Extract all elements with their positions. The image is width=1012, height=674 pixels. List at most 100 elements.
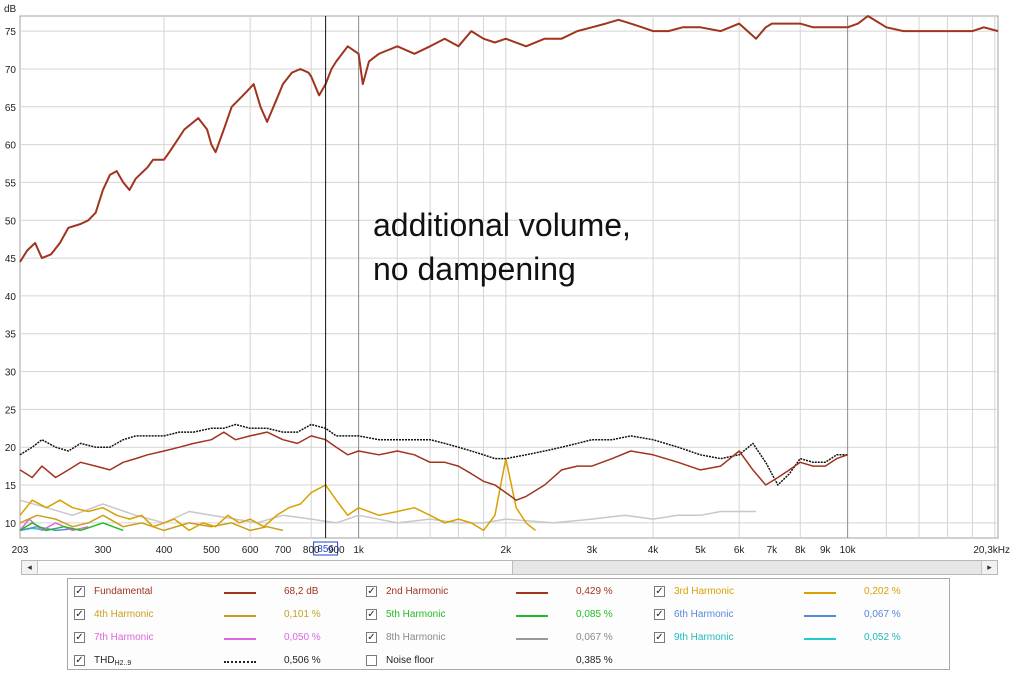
legend-value: 68,2 dB (284, 586, 319, 597)
x-tick-label: 2k (501, 545, 513, 556)
x-tick-label: 300 (95, 545, 112, 556)
legend-item-2nd-harmonic[interactable]: ✓ 2nd Harmonic 0,429 % (366, 583, 646, 603)
x-tick-label: 9k (820, 545, 832, 556)
y-axis-label: dB (4, 4, 17, 15)
legend-value: 0,067 % (864, 609, 901, 620)
y-tick-label: 60 (5, 141, 17, 152)
legend-value: 0,067 % (576, 632, 613, 643)
x-tick-label: 800 (303, 545, 320, 556)
legend-checkbox[interactable]: ✓ (654, 586, 665, 597)
x-tick-label: 8k (795, 545, 807, 556)
x-tick-label: 4k (648, 545, 660, 556)
legend-checkbox[interactable] (366, 655, 377, 666)
x-tick-label: 3k (587, 545, 599, 556)
legend-label: Noise floor (386, 655, 434, 666)
legend-checkbox[interactable]: ✓ (74, 632, 85, 643)
scroll-right-button[interactable]: ▸ (981, 561, 997, 574)
legend-value: 0,052 % (864, 632, 901, 643)
legend-checkbox[interactable]: ✓ (366, 586, 377, 597)
x-tick-label: 203 (12, 545, 29, 556)
legend-label: 7th Harmonic (94, 632, 154, 643)
annotation-line-2: no dampening (373, 251, 576, 287)
legend-label: 3rd Harmonic (674, 586, 735, 597)
legend-line-swatch (224, 592, 256, 594)
y-tick-label: 15 (5, 481, 17, 492)
legend-label: Fundamental (94, 586, 153, 597)
legend-line-swatch (516, 592, 548, 594)
legend-value: 0,429 % (576, 586, 613, 597)
x-tick-label: 20,3kHz (973, 545, 1010, 556)
legend-label: 8th Harmonic (386, 632, 446, 643)
x-tick-label: 700 (275, 545, 292, 556)
legend-checkbox[interactable]: ✓ (74, 609, 85, 620)
y-tick-label: 75 (5, 27, 17, 38)
legend-line-swatch (516, 638, 548, 640)
y-tick-label: 10 (5, 519, 17, 530)
y-tick-label: 30 (5, 368, 17, 379)
legend-item-fundamental[interactable]: ✓ Fundamental 68,2 dB (74, 583, 354, 603)
legend-line-swatch (804, 615, 836, 617)
legend-checkbox[interactable]: ✓ (654, 609, 665, 620)
legend-label: 2nd Harmonic (386, 586, 449, 597)
series-line-3rd-harmonic (19, 457, 536, 532)
legend-item-8th-harmonic[interactable]: ✓ 8th Harmonic 0,067 % (366, 629, 646, 649)
x-tick-label: 10k (840, 545, 857, 556)
legend-value: 0,202 % (864, 586, 901, 597)
frequency-response-chart[interactable]: 856 10 15 20 25 30 35 40 45 50 55 60 65 70 75 203 300 40… (0, 0, 1012, 558)
legend-value: 0,385 % (576, 655, 613, 666)
legend-label: 6th Harmonic (674, 609, 734, 620)
legend-checkbox[interactable]: ✓ (74, 586, 85, 597)
y-tick-label: 45 (5, 254, 17, 265)
cursor-readout: 856 (317, 544, 334, 555)
legend-item-5th-harmonic[interactable]: ✓ 5th Harmonic 0,085 % (366, 606, 646, 626)
x-tick-label: 500 (203, 545, 220, 556)
cursor-readout-box (313, 541, 339, 556)
x-tick-label: 1k (353, 545, 365, 556)
legend-value: 0,085 % (576, 609, 613, 620)
x-tick-label: 5k (695, 545, 707, 556)
annotation-line-1: additional volume, (373, 207, 631, 243)
plot-frame (19, 15, 999, 539)
x-tick-label: 600 (242, 545, 259, 556)
legend-line-swatch (516, 615, 548, 617)
legend-line-swatch (804, 592, 836, 594)
legend-label: THDH2..9 (94, 655, 132, 667)
legend-line-swatch (224, 661, 256, 663)
legend-checkbox[interactable]: ✓ (366, 609, 377, 620)
legend-item-9th-harmonic[interactable]: ✓ 9th Harmonic 0,052 % (654, 629, 934, 649)
legend-value: 0,506 % (284, 655, 321, 666)
legend-checkbox[interactable]: ✓ (654, 632, 665, 643)
legend-item-7th-harmonic[interactable]: ✓ 7th Harmonic 0,050 % (74, 629, 354, 649)
legend-label-subscript: H2..9 (114, 660, 132, 667)
x-tick-label: 7k (767, 545, 779, 556)
legend-item-6th-harmonic[interactable]: ✓ 6th Harmonic 0,067 % (654, 606, 934, 626)
legend-line-swatch (224, 638, 256, 640)
legend-label: 9th Harmonic (674, 632, 734, 643)
x-tick-label: 400 (156, 545, 173, 556)
series-line-4th-harmonic (19, 514, 284, 532)
legend-value: 0,050 % (284, 632, 321, 643)
scroll-left-button[interactable]: ◂ (22, 561, 38, 574)
y-tick-label: 40 (5, 292, 17, 303)
plot-area[interactable]: 856 10 15 20 25 30 35 40 45 50 55 60 65 70 75 203 300 40… (0, 0, 1012, 558)
horizontal-scrollbar[interactable]: ◂ ▸ (21, 560, 998, 575)
legend-item-noise-floor[interactable]: Noise floor 0,385 % (366, 652, 646, 672)
series-line-fundamental (19, 15, 999, 263)
legend-item-4th-harmonic[interactable]: ✓ 4th Harmonic 0,101 % (74, 606, 354, 626)
y-tick-label: 25 (5, 405, 17, 416)
y-tick-label: 55 (5, 178, 17, 189)
x-tick-label: 6k (734, 545, 746, 556)
scroll-thumb[interactable] (38, 561, 513, 574)
legend-item-3rd-harmonic[interactable]: ✓ 3rd Harmonic 0,202 % (654, 583, 934, 603)
y-tick-label: 20 (5, 443, 17, 454)
series-line-2nd-harmonic (19, 431, 848, 501)
legend-checkbox[interactable]: ✓ (74, 655, 85, 666)
legend-item-thd[interactable]: ✓ THDH2..9 0,506 % (74, 652, 354, 672)
legend-label: 4th Harmonic (94, 609, 154, 620)
series-line-5th-harmonic (19, 522, 124, 532)
legend-line-swatch (804, 638, 836, 640)
series-line-8th-harmonic (19, 499, 757, 524)
legend-checkbox[interactable]: ✓ (366, 632, 377, 643)
x-tick-label: 900 (328, 545, 345, 556)
legend-line-swatch (224, 615, 256, 617)
